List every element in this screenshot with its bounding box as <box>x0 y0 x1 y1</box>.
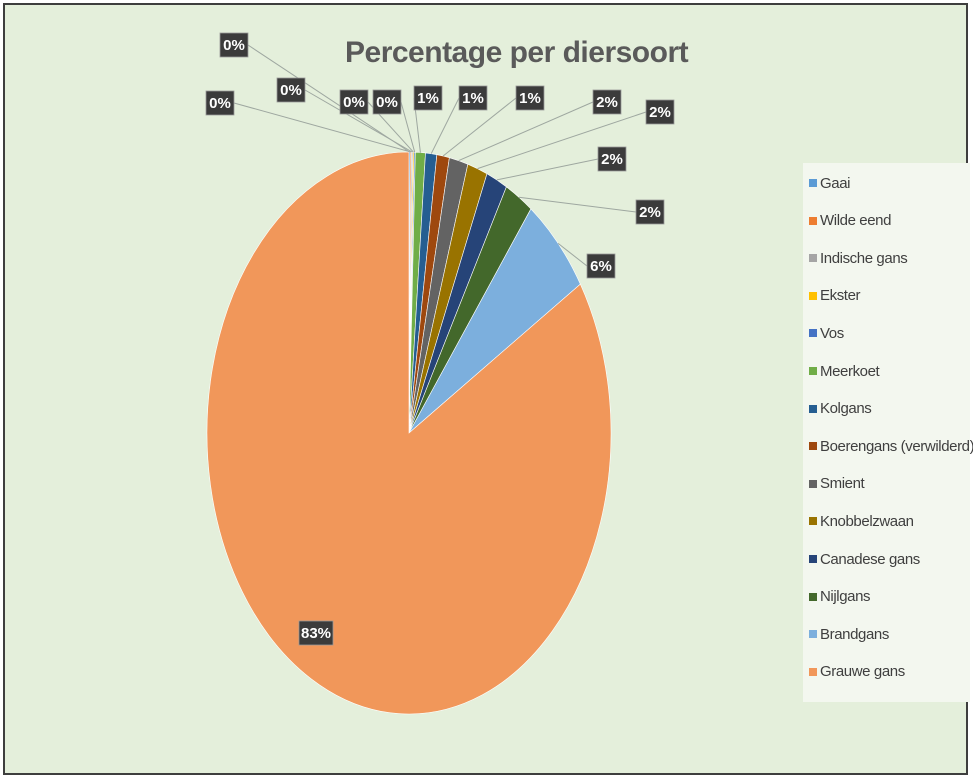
legend-swatch <box>809 291 817 300</box>
legend-item: Ekster <box>809 286 861 306</box>
leader-line <box>247 44 410 153</box>
leader-line <box>430 97 460 154</box>
legend-label: Brandgans <box>820 625 889 643</box>
legend-swatch <box>809 517 817 526</box>
chart-title: Percentage per diersoort <box>345 36 689 69</box>
legend-item: Kolgans <box>809 399 872 419</box>
legend-swatch <box>809 404 817 413</box>
leader-line <box>518 196 637 213</box>
legend-item: Smient <box>809 474 865 494</box>
legend-item: Gaai <box>809 173 850 193</box>
legend-swatch <box>809 179 817 187</box>
data-label-box <box>298 620 334 646</box>
data-label: 1% <box>519 90 541 107</box>
leader-line <box>458 101 594 162</box>
data-label: 2% <box>596 94 618 111</box>
data-label-box <box>458 85 488 111</box>
legend-label: Boerengans (verwilderd) <box>820 437 973 455</box>
legend-swatch <box>809 216 817 225</box>
legend-label: Wilde eend <box>820 212 892 230</box>
leader-line <box>496 158 599 181</box>
data-label: 2% <box>649 104 671 121</box>
data-label: 1% <box>462 90 484 107</box>
legend-swatch <box>809 442 817 451</box>
legend-swatch <box>809 479 817 488</box>
legend-label: Ekster <box>820 287 861 305</box>
legend-label: Vos <box>820 324 844 342</box>
legend: Gaai Wilde eend Indische gans Ekster Vos Meer… <box>803 163 973 702</box>
legend-swatch <box>809 367 817 375</box>
legend-item: Meerkoet <box>809 361 880 381</box>
data-label-box <box>413 85 443 111</box>
data-label: 0% <box>343 94 365 111</box>
legend-item: Wilde eend <box>809 211 891 231</box>
data-label: 2% <box>639 204 661 221</box>
legend-item: Vos <box>809 323 844 343</box>
legend-label: Nijlgans <box>820 588 871 606</box>
data-label: 0% <box>280 82 302 99</box>
data-label-box <box>635 199 665 225</box>
legend-swatch <box>809 329 817 338</box>
legend-item: Grauwe gans <box>809 662 905 682</box>
data-label-box <box>597 146 627 172</box>
leader-line <box>442 97 517 157</box>
legend-label: Meerkoet <box>820 362 880 380</box>
data-label: 2% <box>601 151 623 168</box>
data-label-box <box>372 89 402 115</box>
data-label-box <box>592 89 622 115</box>
leader-line <box>400 101 416 153</box>
data-label-box <box>219 32 249 58</box>
pie-slice-grauwe-gans <box>206 151 612 715</box>
leader-line <box>233 102 412 153</box>
leader-line <box>477 111 647 170</box>
data-label-box <box>645 99 675 125</box>
data-label: 0% <box>376 94 398 111</box>
legend-item: Indische gans <box>809 248 908 268</box>
legend-label: Grauwe gans <box>820 663 905 681</box>
data-label-box <box>205 90 235 116</box>
legend-label: Canadese gans <box>820 550 920 568</box>
legend-swatch <box>809 592 817 601</box>
data-label: 0% <box>223 37 245 54</box>
legend-swatch <box>809 555 817 563</box>
leader-line <box>557 243 588 267</box>
data-label: 83% <box>301 625 331 642</box>
data-label: 1% <box>417 90 439 107</box>
leader-line <box>304 89 413 153</box>
data-label-box <box>586 253 616 279</box>
legend-item: Nijlgans <box>809 587 871 607</box>
data-label: 6% <box>590 258 612 275</box>
legend-label: Gaai <box>820 174 851 192</box>
legend-item: Boerengans (verwilderd) <box>809 436 973 456</box>
data-label-box <box>515 85 545 111</box>
legend-swatch <box>809 667 817 676</box>
legend-label: Knobbelzwaan <box>820 512 914 530</box>
data-label: 0% <box>209 95 231 112</box>
legend-swatch <box>809 630 817 639</box>
legend-swatch <box>809 254 817 263</box>
data-label-box <box>276 77 306 103</box>
legend-label: Smient <box>820 475 865 493</box>
legend-item: Knobbelzwaan <box>809 511 914 531</box>
legend-label: Indische gans <box>820 249 908 267</box>
legend-item: Brandgans <box>809 624 889 644</box>
data-label-box <box>339 89 369 115</box>
legend-label: Kolgans <box>820 400 872 418</box>
legend-item: Canadese gans <box>809 549 920 569</box>
